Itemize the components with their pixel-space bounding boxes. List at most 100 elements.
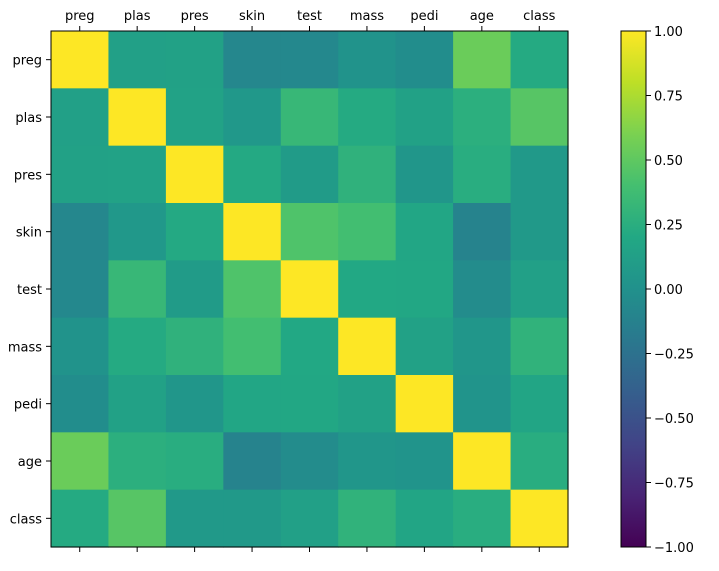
heatmap-cell — [453, 317, 512, 376]
x-tick-label: age — [470, 9, 494, 24]
heatmap-cell — [510, 489, 569, 548]
colorbar-gradient — [620, 30, 647, 548]
heatmap-cell — [395, 88, 454, 147]
heatmap-cell — [51, 31, 110, 89]
colorbar-ticks: 1.00 0.75 0.50 0.25 0.00 −0.25 −0.50 −0.75 −1.00 — [646, 25, 694, 556]
heatmap-cell — [108, 260, 167, 319]
heatmap-cell — [395, 31, 454, 89]
heatmap-cell — [280, 88, 339, 147]
heatmap-cell — [510, 88, 569, 147]
heatmap-cell — [108, 432, 167, 491]
heatmap-cell — [280, 260, 339, 319]
x-tick-label: pedi — [410, 9, 438, 24]
heatmap-cell — [338, 489, 397, 548]
colorbar-tick-label: −0.50 — [654, 412, 694, 427]
heatmap-cell — [165, 203, 224, 261]
heatmap-cell — [280, 145, 339, 204]
heatmap-cell — [108, 31, 167, 89]
heatmap-cell — [51, 260, 110, 319]
heatmap-cell — [280, 375, 339, 433]
heatmap-cell — [51, 88, 110, 147]
heatmap-cells — [51, 31, 569, 548]
x-tick-label: skin — [239, 9, 265, 24]
heatmap-cell — [453, 203, 512, 261]
heatmap-cell — [395, 432, 454, 491]
heatmap-cell — [395, 489, 454, 548]
x-tick-label: preg — [65, 9, 95, 24]
colorbar-tick-label: −1.00 — [654, 541, 694, 556]
colorbar-tick-label: 0.25 — [654, 219, 683, 234]
heatmap-cell — [108, 145, 167, 204]
heatmap-cell — [510, 317, 569, 376]
colorbar-tick-label: −0.25 — [654, 348, 694, 363]
heatmap-cell — [108, 489, 167, 548]
heatmap-cell — [223, 317, 282, 376]
colorbar-tick-label: 0.50 — [654, 154, 683, 169]
heatmap-cell — [510, 203, 569, 261]
colorbar: 1.00 0.75 0.50 0.25 0.00 −0.25 −0.50 −0.75 −1.00 — [620, 25, 694, 556]
heatmap-cell — [223, 375, 282, 433]
heatmap-cell — [223, 489, 282, 548]
y-tick-label: age — [18, 455, 42, 470]
heatmap-cell — [165, 432, 224, 491]
heatmap-cell — [51, 375, 110, 433]
y-tick-label: pres — [14, 168, 42, 183]
heatmap-cell — [51, 489, 110, 548]
x-tick-label: class — [523, 9, 555, 24]
heatmap-cell — [108, 375, 167, 433]
heatmap-cell — [108, 317, 167, 376]
heatmap-cell — [51, 145, 110, 204]
heatmap-cell — [51, 432, 110, 491]
colorbar-tick-label: 0.75 — [654, 90, 683, 105]
heatmap-cell — [51, 203, 110, 261]
heatmap-cell — [510, 375, 569, 433]
heatmap-cell — [453, 31, 512, 89]
heatmap-cell — [280, 203, 339, 261]
y-tick-label: preg — [12, 54, 42, 69]
x-tick-label: test — [297, 9, 322, 24]
heatmap-cell — [510, 260, 569, 319]
heatmap-cell — [165, 145, 224, 204]
y-tick-label: test — [17, 283, 42, 298]
heatmap-cell — [395, 203, 454, 261]
heatmap-cell — [165, 317, 224, 376]
heatmap-cell — [280, 432, 339, 491]
heatmap-cell — [223, 432, 282, 491]
heatmap-cell — [453, 489, 512, 548]
heatmap-cell — [395, 260, 454, 319]
heatmap-cell — [395, 375, 454, 433]
heatmap-cell — [510, 145, 569, 204]
heatmap-cell — [510, 432, 569, 491]
heatmap-cell — [165, 489, 224, 548]
heatmap-cell — [165, 88, 224, 147]
heatmap-cell — [223, 260, 282, 319]
x-axis-ticks: preg plas pres skin test mass pedi age class — [65, 9, 556, 552]
heatmap-cell — [165, 260, 224, 319]
heatmap-cell — [338, 432, 397, 491]
heatmap-cell — [51, 317, 110, 376]
heatmap-cell — [395, 145, 454, 204]
heatmap-cell — [280, 489, 339, 548]
heatmap-cell — [338, 31, 397, 89]
heatmap-cell — [165, 375, 224, 433]
colorbar-tick-label: 1.00 — [654, 25, 683, 40]
heatmap-cell — [223, 203, 282, 261]
y-tick-label: class — [10, 512, 42, 527]
heatmap-cell — [338, 317, 397, 376]
heatmap-cell — [453, 375, 512, 433]
heatmap-cell — [453, 88, 512, 147]
heatmap-cell — [338, 88, 397, 147]
heatmap-cell — [453, 145, 512, 204]
y-axis-ticks: preg plas pres skin test mass pedi age class — [8, 54, 51, 527]
colorbar-tick-label: 0.00 — [654, 283, 683, 298]
heatmap-cell — [223, 31, 282, 89]
heatmap-cell — [280, 317, 339, 376]
heatmap-cell — [108, 203, 167, 261]
y-tick-label: plas — [15, 111, 42, 126]
heatmap-cell — [338, 375, 397, 433]
x-tick-label: plas — [124, 9, 151, 24]
heatmap-cell — [280, 31, 339, 89]
heatmap-cell — [165, 31, 224, 89]
heatmap-cell — [338, 260, 397, 319]
